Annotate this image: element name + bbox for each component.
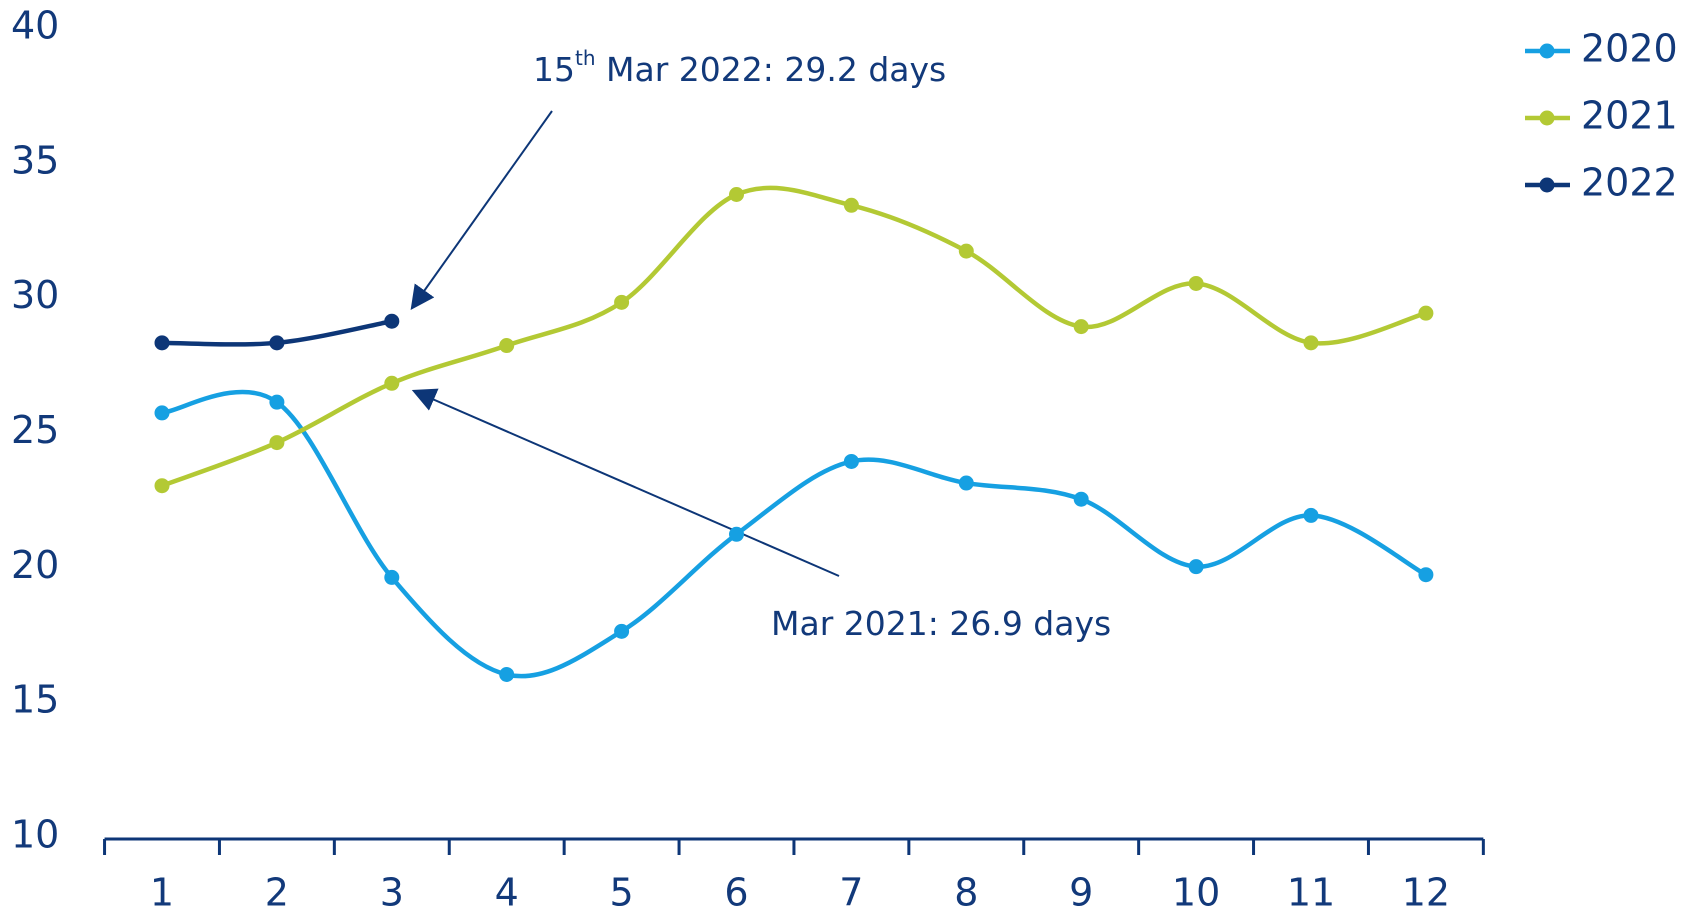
data-point	[269, 435, 285, 451]
x-tick-label: 9	[1069, 871, 1093, 915]
data-point	[1188, 275, 1204, 291]
data-point	[843, 453, 859, 469]
data-point	[958, 475, 974, 491]
data-point	[269, 335, 285, 351]
series-line	[161, 185, 1427, 488]
data-point	[843, 197, 859, 213]
legend-marker	[1539, 110, 1555, 126]
x-tick-label: 8	[954, 871, 978, 915]
data-point	[1303, 507, 1319, 523]
annotation-part: Mar 2022: 29.2 days	[596, 50, 947, 89]
annotation-arrow	[410, 110, 553, 310]
x-tick-label: 1	[150, 871, 174, 915]
data-point	[154, 478, 170, 494]
x-tick-label: 11	[1287, 871, 1335, 915]
data-point	[499, 667, 515, 683]
data-point	[614, 623, 630, 639]
legend-marker	[1539, 177, 1555, 193]
annotation-arrow	[411, 388, 840, 577]
annotation: Mar 2021: 26.9 days	[771, 604, 1111, 643]
data-point	[1303, 335, 1319, 351]
y-tick-label: 30	[11, 273, 59, 317]
annotation-part: 15	[533, 50, 575, 89]
data-point	[1073, 319, 1089, 335]
annotation: 15th Mar 2022: 29.2 days	[533, 46, 946, 89]
data-point	[384, 569, 400, 585]
data-point	[1188, 559, 1204, 575]
y-tick-label: 15	[11, 678, 59, 722]
data-point	[614, 294, 630, 310]
x-tick-label: 5	[610, 871, 634, 915]
data-point	[269, 394, 285, 410]
data-point	[729, 526, 744, 542]
x-tick-label: 12	[1402, 871, 1450, 915]
data-point	[729, 186, 744, 202]
data-point	[499, 338, 515, 354]
y-tick-label: 35	[11, 138, 59, 182]
data-point	[154, 335, 170, 351]
data-point	[1418, 567, 1434, 583]
annotation-part: th	[575, 46, 596, 70]
x-tick-label: 7	[839, 871, 863, 915]
data-point	[958, 243, 974, 259]
data-point	[384, 313, 400, 329]
data-point	[154, 405, 170, 421]
x-tick-label: 3	[380, 871, 404, 915]
y-tick-label: 10	[11, 813, 59, 857]
x-tick-label: 4	[495, 871, 519, 915]
x-tick-label: 6	[724, 871, 748, 915]
data-point	[384, 375, 400, 391]
annotation-part: Mar 2021: 26.9 days	[771, 604, 1111, 643]
y-tick-label: 20	[11, 543, 59, 587]
x-tick-label: 2	[265, 871, 289, 915]
data-point	[1073, 491, 1089, 507]
legend-label: 2022	[1581, 161, 1678, 205]
x-tick-label: 10	[1172, 871, 1220, 915]
y-tick-label: 25	[11, 408, 59, 452]
y-tick-label: 40	[11, 4, 59, 48]
legend-marker	[1539, 43, 1555, 59]
data-point	[1418, 305, 1434, 321]
legend-label: 2021	[1581, 94, 1678, 138]
legend-label: 2020	[1581, 27, 1678, 71]
